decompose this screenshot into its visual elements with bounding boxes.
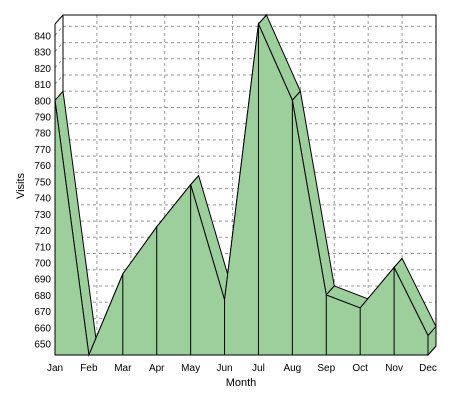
y-tick-label: 740 bbox=[34, 194, 51, 205]
x-tick-label: Apr bbox=[149, 363, 165, 374]
x-tick-label: Jun bbox=[216, 363, 232, 374]
x-tick-label: Jan bbox=[47, 363, 63, 374]
y-tick-label: 790 bbox=[34, 112, 51, 123]
y-tick-label: 730 bbox=[34, 210, 51, 221]
gridline-y-side bbox=[54, 58, 64, 69]
x-tick-label: Aug bbox=[283, 363, 301, 374]
y-tick-label: 670 bbox=[34, 307, 51, 318]
x-tick-labels: Jan Feb Mar Apr May Jun Jul Aug Sep Oct Nov Dec bbox=[47, 363, 437, 374]
y-tick-label: 750 bbox=[34, 177, 51, 188]
x-tick-label: Nov bbox=[385, 363, 403, 374]
x-tick-label: Feb bbox=[80, 363, 98, 374]
series-area bbox=[54, 13, 437, 357]
y-tick-label: 840 bbox=[34, 31, 51, 42]
x-tick-label: Jul bbox=[252, 363, 265, 374]
y-tick-label: 660 bbox=[34, 323, 51, 334]
y-tick-label: 810 bbox=[34, 80, 51, 91]
gridline-y-side bbox=[54, 26, 64, 36]
y-tick-label: 770 bbox=[34, 145, 51, 156]
y-tick-label: 720 bbox=[34, 226, 51, 237]
y-axis-title: Visits bbox=[15, 172, 27, 199]
y-tick-label: 780 bbox=[34, 129, 51, 140]
y-tick-label: 830 bbox=[34, 48, 51, 59]
y-tick-label: 680 bbox=[34, 291, 51, 302]
left-wall-top bbox=[54, 14, 64, 25]
y-tick-label: 760 bbox=[34, 161, 51, 172]
gridline-y-side bbox=[54, 42, 64, 52]
y-tick-label: 710 bbox=[34, 242, 51, 253]
x-axis-title: Month bbox=[226, 377, 257, 389]
x-tick-label: Mar bbox=[114, 363, 132, 374]
y-tick-label: 820 bbox=[34, 64, 51, 75]
x-tick-label: Sep bbox=[317, 363, 335, 374]
y-tick-label: 700 bbox=[34, 259, 51, 270]
y-tick-label: 800 bbox=[34, 96, 51, 107]
y-tick-label: 690 bbox=[34, 275, 51, 286]
x-tick-label: Oct bbox=[352, 363, 368, 374]
y-tick-label: 650 bbox=[34, 340, 51, 351]
y-tick-labels: 650 660 670 680 690 700 710 720 730 740 750 760 770 7… bbox=[34, 31, 51, 350]
x-tick-label: Dec bbox=[419, 363, 437, 374]
x-tick-label: May bbox=[181, 363, 200, 374]
gridline-y-side bbox=[54, 74, 64, 85]
area-front-face bbox=[54, 22, 429, 357]
